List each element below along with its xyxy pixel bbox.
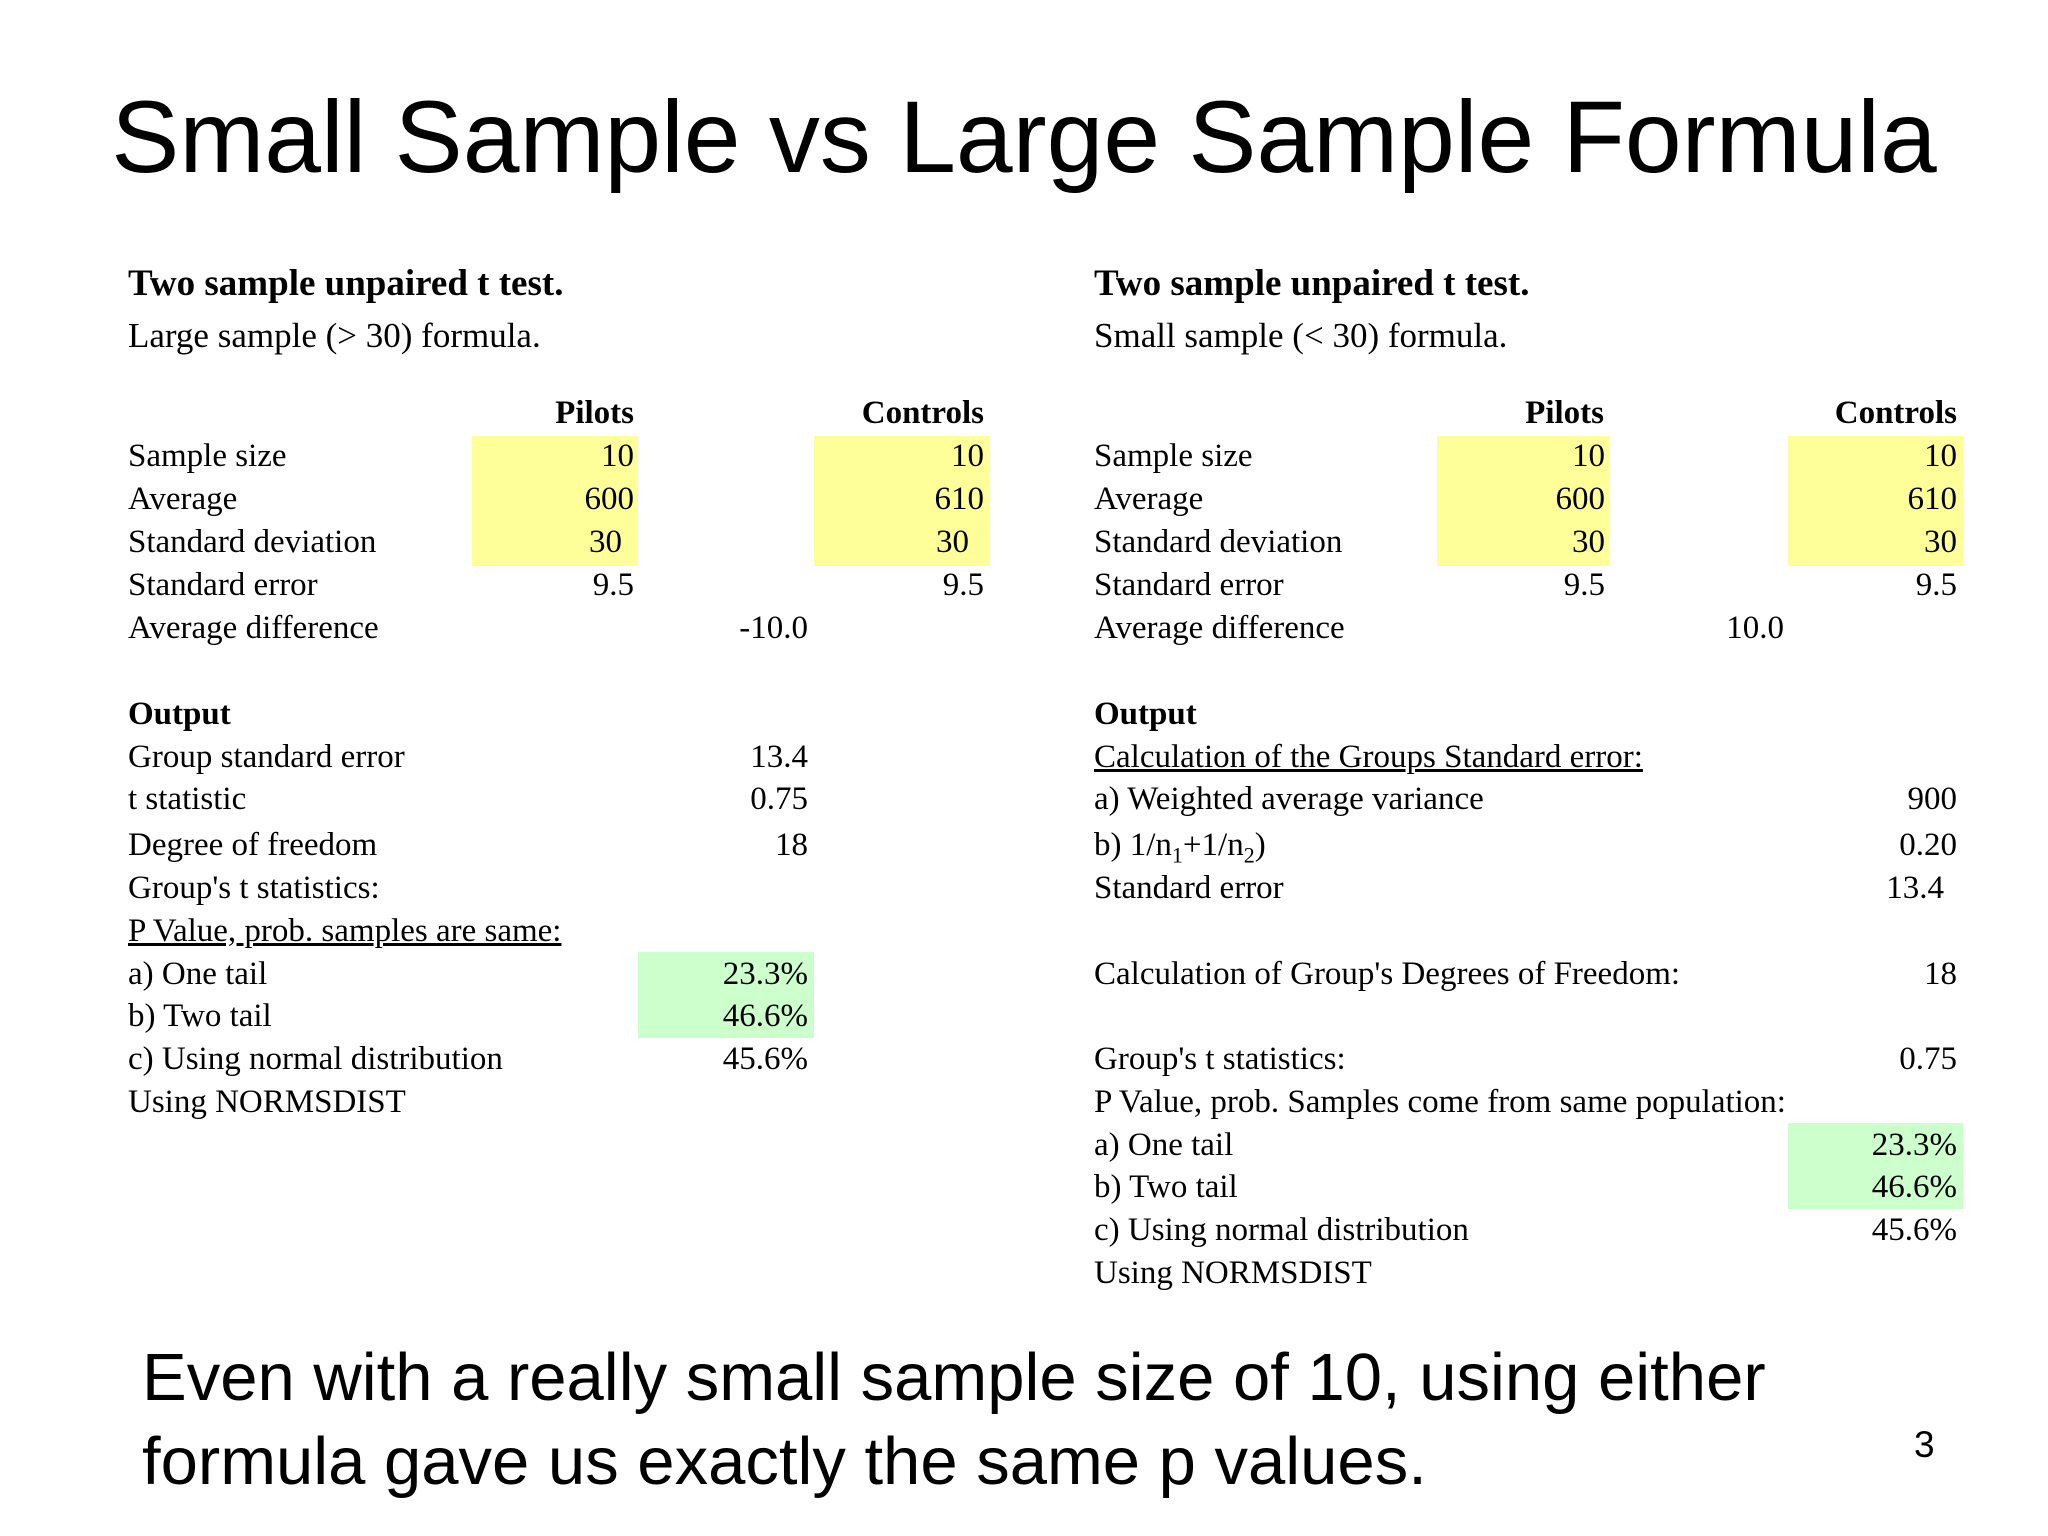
row-label: Standard deviation <box>128 524 377 560</box>
subscript-1: 1 <box>1171 842 1183 868</box>
row-label: Sample size <box>1094 438 1253 474</box>
output-label: Output <box>128 696 231 732</box>
normal-dist-label: c) Using normal distribution <box>1094 1212 1469 1248</box>
panel-heading: Two sample unpaired t test. <box>128 263 564 304</box>
output-row-value: 18 <box>775 827 808 863</box>
pilots-value: 30 <box>589 524 622 560</box>
avg-diff-value: 10.0 <box>1726 610 1784 646</box>
two-tail-label: b) Two tail <box>128 998 272 1034</box>
one-tail-value: 23.3% <box>1871 1127 1957 1163</box>
calc-se-label: Calculation of the Groups Standard error… <box>1094 739 1643 775</box>
row-label: Average <box>128 481 238 517</box>
pilots-input-highlight <box>1437 436 1609 566</box>
slide-caption: Even with a really small sample size of … <box>142 1340 1766 1499</box>
col-header-pilots: Pilots <box>1525 395 1604 431</box>
row-label: Standard error <box>1094 567 1284 603</box>
two-tail-value: 46.6% <box>722 998 808 1034</box>
avg-diff-label: Average difference <box>1094 610 1345 646</box>
controls-value: 9.5 <box>942 567 984 603</box>
controls-value: 610 <box>934 481 985 517</box>
one-tail-label: a) One tail <box>128 956 268 992</box>
normsdist-label: Using NORMSDIST <box>128 1084 406 1120</box>
pilots-input-highlight <box>472 436 638 566</box>
col-header-pilots: Pilots <box>555 395 634 431</box>
group-t-value: 0.75 <box>1899 1041 1957 1077</box>
one-tail-value: 23.3% <box>722 956 808 992</box>
normal-dist-value: 45.6% <box>1871 1212 1957 1248</box>
p-value-label: P Value, prob. Samples come from same po… <box>1094 1084 1786 1120</box>
normal-dist-label: c) Using normal distribution <box>128 1041 503 1077</box>
output-row-value: 13.4 <box>750 739 808 775</box>
output-row-value: 0.75 <box>750 781 808 817</box>
pilots-value: 600 <box>1555 481 1606 517</box>
output-row-label: Degree of freedom <box>128 827 378 863</box>
normsdist-label: Using NORMSDIST <box>1094 1255 1372 1291</box>
controls-value: 10 <box>951 438 984 474</box>
row-label: Average <box>1094 481 1204 517</box>
controls-value: 30 <box>936 524 969 560</box>
col-header-controls: Controls <box>1834 395 1957 431</box>
pilots-value: 9.5 <box>592 567 634 603</box>
output-row-label: Group standard error <box>128 739 405 775</box>
controls-value: 610 <box>1907 481 1958 517</box>
weighted-variance-value: 900 <box>1907 781 1958 817</box>
dof-label: Calculation of Group's Degrees of Freedo… <box>1094 956 1681 992</box>
p-value-label: P Value, prob. samples are same: <box>128 913 562 949</box>
group-t-label: Group's t statistics: <box>1094 1041 1346 1077</box>
subscript-2: 2 <box>1243 842 1255 868</box>
two-tail-value: 46.6% <box>1871 1169 1957 1205</box>
inverse-n-prefix: b) 1/n <box>1094 827 1172 863</box>
page-number: 3 <box>1914 1424 1935 1465</box>
pilots-value: 10 <box>1572 438 1605 474</box>
p-value-highlight <box>1788 1123 1963 1209</box>
row-label: Standard deviation <box>1094 524 1343 560</box>
normal-dist-value: 45.6% <box>722 1041 808 1077</box>
two-tail-label: b) Two tail <box>1094 1169 1238 1205</box>
pilots-value: 9.5 <box>1563 567 1605 603</box>
inverse-n-mid: +1/n <box>1182 827 1244 863</box>
panel-subheading: Small sample (< 30) formula. <box>1094 316 1508 355</box>
std-err-value: 13.4 <box>1886 870 1944 906</box>
one-tail-label: a) One tail <box>1094 1127 1234 1163</box>
pilots-value: 30 <box>1572 524 1605 560</box>
controls-value: 10 <box>1924 438 1957 474</box>
avg-diff-label: Average difference <box>128 610 379 646</box>
p-value-highlight <box>638 952 814 1038</box>
inverse-n-suffix: ) <box>1254 827 1266 863</box>
group-t-label: Group's t statistics: <box>128 870 380 906</box>
panel-heading: Two sample unpaired t test. <box>1094 263 1530 304</box>
col-header-controls: Controls <box>861 395 984 431</box>
avg-diff-value: -10.0 <box>739 610 808 646</box>
pilots-value: 10 <box>601 438 634 474</box>
panel-subheading: Large sample (> 30) formula. <box>128 316 541 355</box>
controls-value: 9.5 <box>1915 567 1957 603</box>
row-label: Standard error <box>128 567 318 603</box>
controls-input-highlight <box>1788 436 1963 566</box>
row-label: Sample size <box>128 438 287 474</box>
dof-value: 18 <box>1924 956 1957 992</box>
inverse-n-label: b) 1/n1+1/n2) <box>1094 824 1266 877</box>
controls-value: 30 <box>1924 524 1957 560</box>
weighted-variance-label: a) Weighted average variance <box>1094 781 1484 817</box>
output-row-label: t statistic <box>128 781 247 817</box>
output-label: Output <box>1094 696 1197 732</box>
slide-title: Small Sample vs Large Sample Formula <box>111 80 1937 194</box>
inverse-n-value: 0.20 <box>1899 827 1957 863</box>
pilots-value: 600 <box>584 481 635 517</box>
controls-input-highlight <box>814 436 990 566</box>
std-err-label: Standard error <box>1094 870 1284 906</box>
